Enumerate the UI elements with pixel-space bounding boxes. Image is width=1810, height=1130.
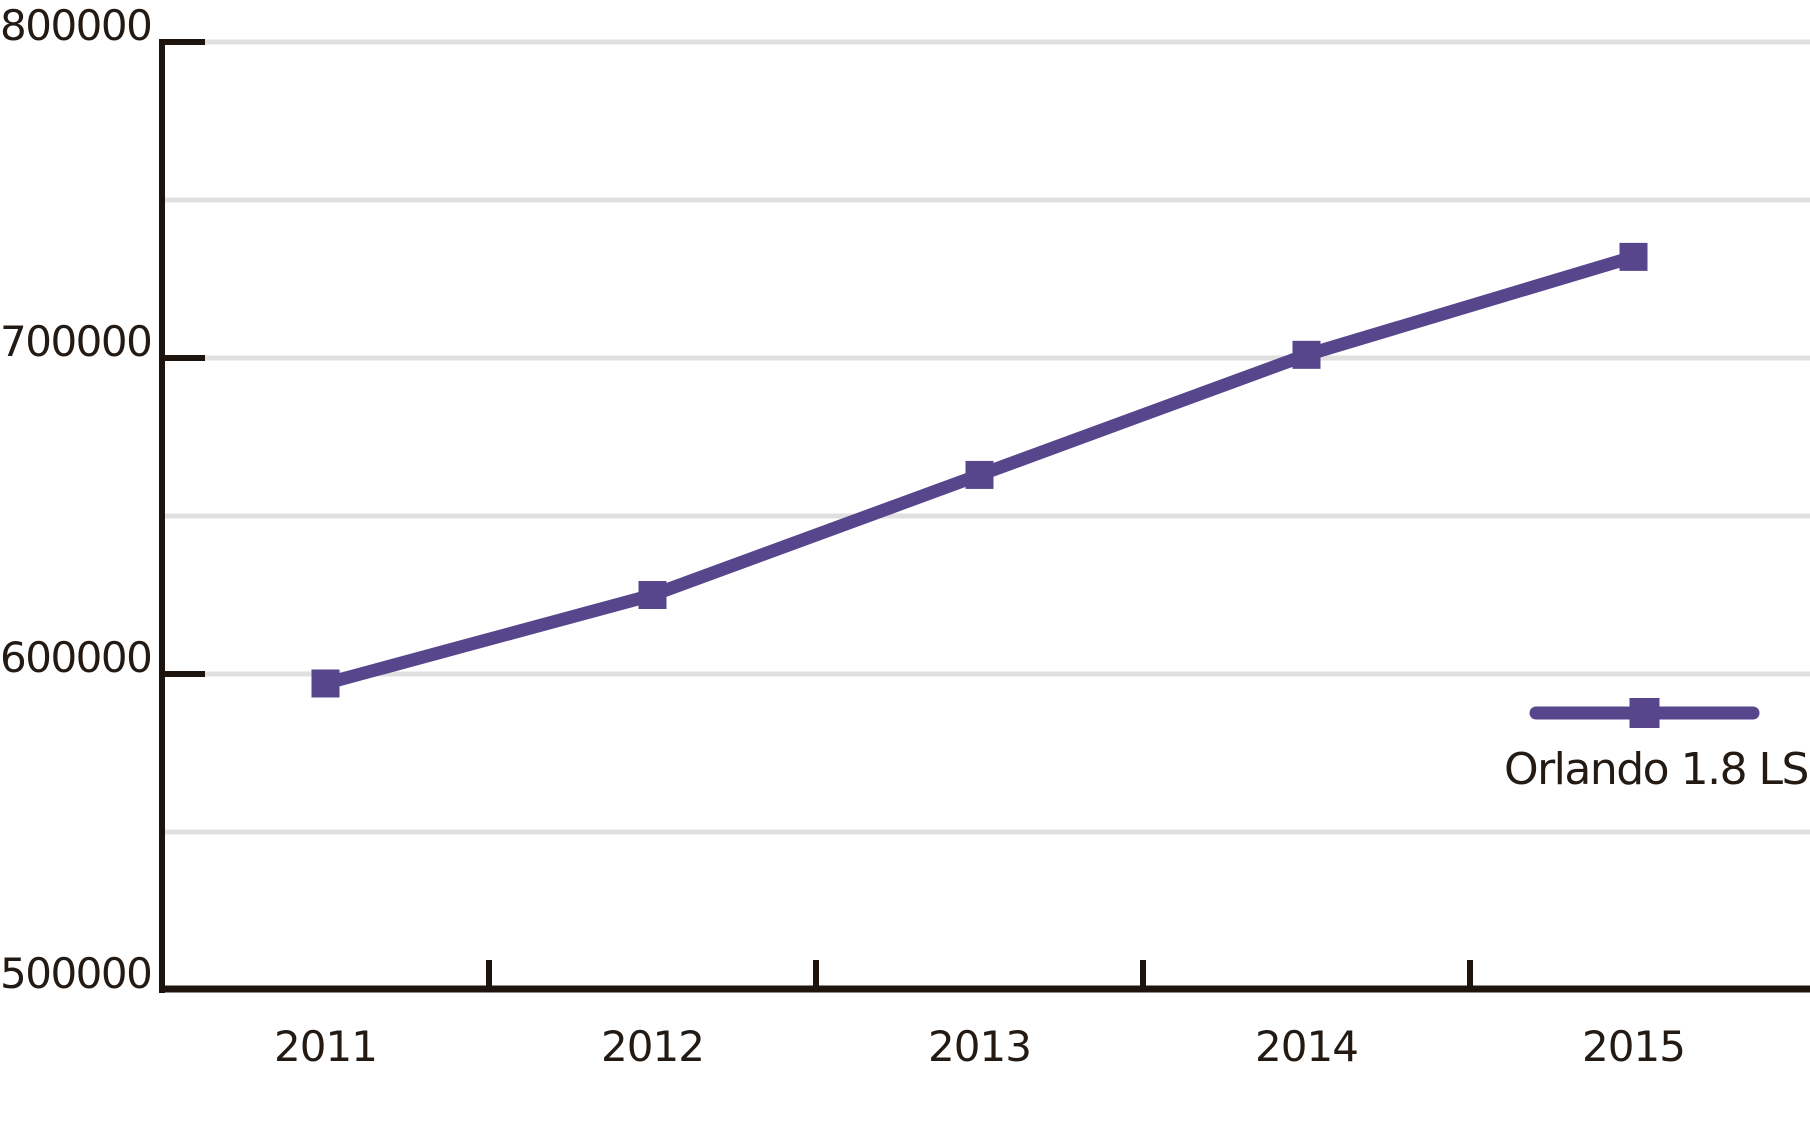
x-axis-tick-label: 2013 xyxy=(928,1022,1032,1071)
y-axis-tick-label: 800000 xyxy=(0,1,153,50)
y-axis-tick-label: 500000 xyxy=(0,949,153,998)
legend-marker xyxy=(1629,698,1660,728)
data-point-marker xyxy=(1292,340,1321,369)
data-point-marker xyxy=(1619,242,1648,271)
x-axis-tick-label: 2011 xyxy=(274,1022,378,1071)
y-axis-tick-label: 600000 xyxy=(0,633,153,682)
legend-series-label: Orlando 1.8 LS xyxy=(1503,744,1810,795)
data-point-marker xyxy=(638,581,667,609)
x-axis-tick-label: 2012 xyxy=(601,1022,705,1071)
data-point-marker xyxy=(965,460,994,489)
x-axis-tick-label: 2014 xyxy=(1255,1022,1359,1071)
y-axis-tick-label: 700000 xyxy=(0,317,153,366)
data-point-marker xyxy=(311,669,340,698)
x-axis-tick-label: 2015 xyxy=(1582,1022,1686,1071)
